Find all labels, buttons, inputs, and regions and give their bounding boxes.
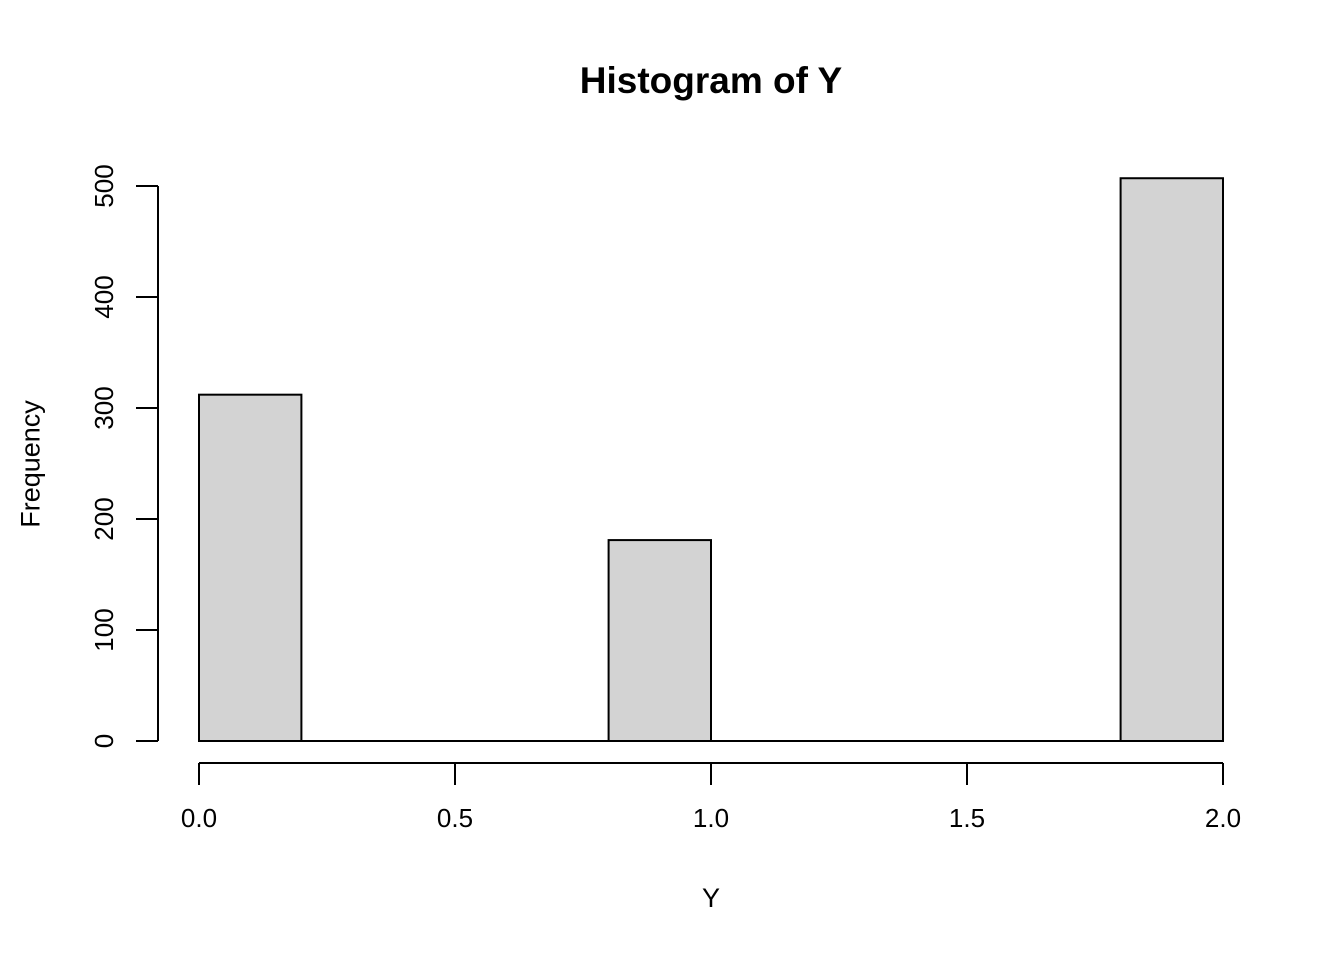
y-axis-title: Frequency	[15, 400, 45, 528]
histogram-bar	[198, 393, 303, 742]
histogram-bar	[607, 539, 712, 743]
y-tick-label: 0	[89, 734, 119, 748]
y-tick-label: 400	[89, 275, 119, 318]
x-tick-label: 0.0	[181, 803, 217, 833]
histogram-bar	[1119, 177, 1224, 743]
x-tick-label: 0.5	[437, 803, 473, 833]
y-tick-label: 300	[89, 386, 119, 429]
x-tick-label: 1.5	[949, 803, 985, 833]
y-tick-label: 100	[89, 608, 119, 651]
x-tick-label: 1.0	[693, 803, 729, 833]
y-tick-label: 200	[89, 497, 119, 540]
bars-layer	[198, 177, 1224, 743]
y-tick-label: 500	[89, 164, 119, 207]
axes-layer: 0 100 200 300 400 500 0.0 0.5 1.0 1.5 2.0	[89, 164, 1241, 833]
chart-title: Histogram of Y	[580, 60, 843, 101]
x-axis-title: Y	[702, 883, 720, 913]
x-tick-label: 2.0	[1205, 803, 1241, 833]
